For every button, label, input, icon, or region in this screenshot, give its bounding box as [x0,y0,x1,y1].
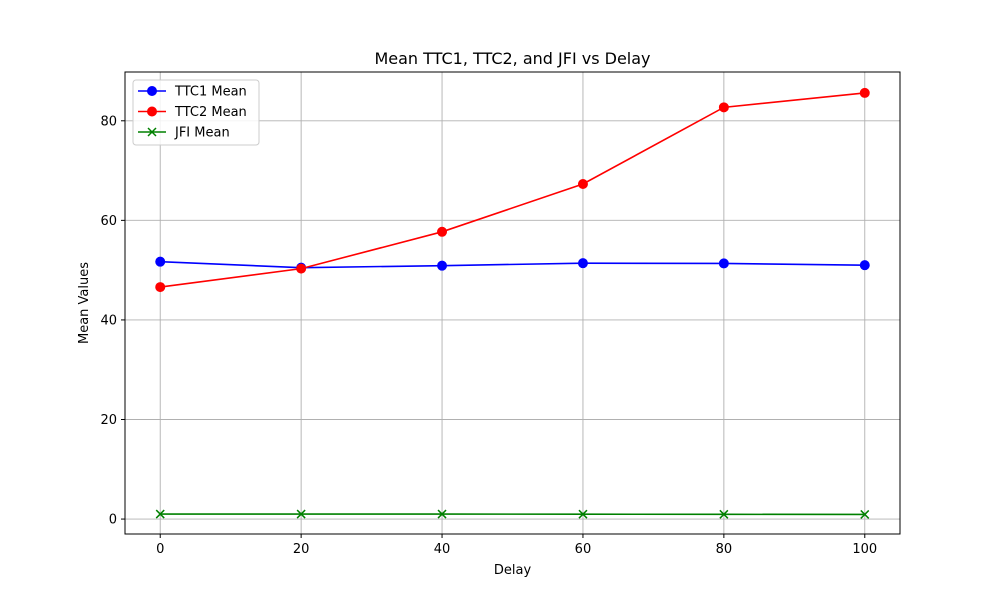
legend-marker [147,86,157,96]
series-line [160,260,865,269]
x-tick-label: 0 [156,542,164,557]
x-tick-label: 40 [434,542,451,557]
data-point [296,263,307,274]
data-point [718,258,729,269]
data-point [577,258,588,269]
data-point [859,260,870,271]
series-3 [155,509,870,519]
legend-box [132,79,260,146]
y-tick-label: 60 [100,214,117,229]
data-point [859,87,870,98]
data-point [155,256,166,267]
legend-entry: TTC2 Mean [138,105,247,120]
data-point [155,509,165,519]
series-2 [155,87,870,293]
x-tick-label: 60 [575,542,592,557]
data-point [437,509,447,519]
y-tick-label: 0 [109,513,117,528]
y-tick-label: 80 [100,114,117,129]
legend-label: TTC2 Mean [174,105,247,120]
legend-label: JFI Mean [174,126,230,141]
series-1 [155,256,870,273]
legend-entry: TTC1 Mean [138,85,247,100]
data-point [296,509,306,519]
legend-marker [147,106,157,117]
data-point [718,102,729,113]
y-tick-label: 20 [100,413,117,428]
x-tick-label: 80 [716,542,733,557]
plot-frame [124,71,901,535]
data-point [577,179,588,190]
chart-title: Mean TTC1, TTC2, and JFI vs Delay [374,49,650,68]
legend-label: TTC1 Mean [174,85,247,100]
y-axis-label: Mean Values [77,262,92,344]
data-point [437,260,448,271]
legend-entry: JFI Mean [138,126,230,141]
series-line [160,92,865,288]
data-point [719,509,729,519]
data-point [155,282,166,293]
data-point [437,226,448,237]
x-tick-label: 20 [293,542,310,557]
legend-marker [147,127,157,137]
x-tick-label: 100 [852,542,877,557]
x-axis-label: Delay [494,563,532,578]
y-tick-label: 40 [100,313,117,328]
data-point [860,509,870,519]
data-point [578,509,588,519]
legend: TTC1 Mean TTC2 Mean JFI Mean [132,79,260,146]
series-layer [155,87,870,519]
axis-ticks: 0 20 40 60 80 100 0 20 40 60 80 [100,114,877,557]
